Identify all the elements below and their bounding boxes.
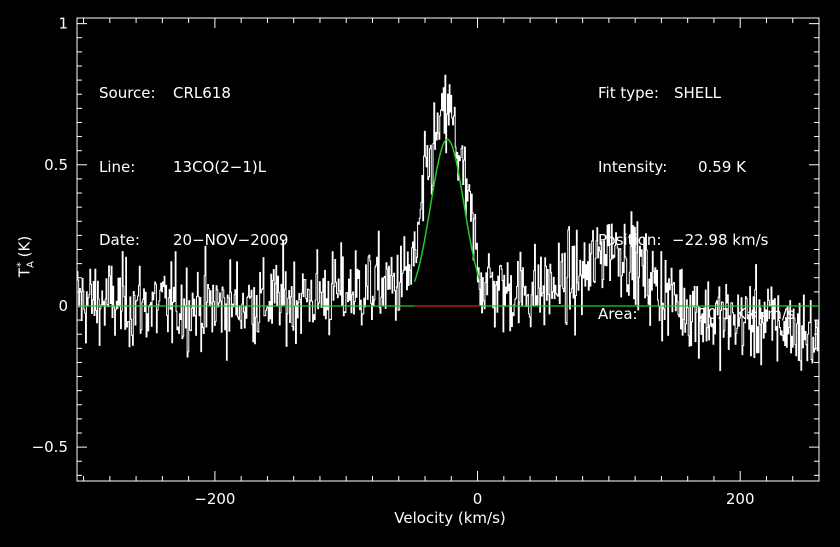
date-value: 20−NOV−2009: [173, 231, 289, 249]
fit-curve: [413, 138, 481, 283]
y-tick-label: 0.5: [44, 156, 68, 174]
x-tick-label: −200: [194, 490, 235, 508]
line-value: 13CO(2−1)L: [173, 157, 267, 176]
fit-type-value: SHELL: [674, 84, 721, 102]
y-axis-label-symbol: T: [15, 268, 34, 278]
x-tick-label: 0: [473, 490, 483, 508]
position-value: −22.98 km/s: [672, 231, 769, 249]
area-value: 20.1 K∗km/s: [698, 304, 795, 323]
fit-type-key: Fit type:: [598, 84, 659, 102]
y-axis-label-sub: A: [25, 261, 37, 268]
info-row-area: Area: 20.1 K∗km/s: [598, 302, 795, 327]
y-axis-label: TA* (K): [16, 217, 37, 297]
y-axis-label-unit: (K): [15, 235, 34, 258]
y-tick-label: −0.5: [32, 438, 68, 456]
y-axis-label-sup: *: [15, 262, 27, 268]
source-value: CRL618: [173, 84, 231, 102]
info-row-position: Position: −22.98 km/s: [598, 228, 795, 253]
info-row-line: Line: 13CO(2−1)L: [99, 155, 288, 180]
spectrum-line: [77, 74, 820, 371]
data-layer: [77, 74, 820, 371]
intensity-key: Intensity:: [598, 157, 668, 176]
source-key: Source:: [99, 84, 156, 102]
area-key: Area:: [598, 304, 638, 323]
line-key: Line:: [99, 157, 136, 176]
info-right-block: Fit type: SHELL Intensity: 0.59 K Position…: [598, 32, 795, 351]
y-tick-label: 1: [58, 15, 68, 33]
axis-tick-labels: −200 0 200 1 0.5 0 −0.5: [32, 15, 755, 508]
position-key: Position:: [598, 231, 662, 249]
x-tick-label: 200: [726, 490, 755, 508]
x-axis-label: Velocity (km/s): [394, 509, 506, 527]
info-row-date: Date: 20−NOV−2009: [99, 228, 288, 253]
intensity-value: 0.59 K: [698, 157, 747, 176]
info-row-fit-type: Fit type: SHELL: [598, 81, 795, 106]
y-tick-label: 0: [58, 297, 68, 315]
info-row-source: Source: CRL618: [99, 81, 288, 106]
info-row-intensity: Intensity: 0.59 K: [598, 155, 795, 180]
info-left-block: Source: CRL618 Line: 13CO(2−1)L Date: 20−NO…: [99, 32, 288, 277]
date-key: Date:: [99, 231, 140, 249]
